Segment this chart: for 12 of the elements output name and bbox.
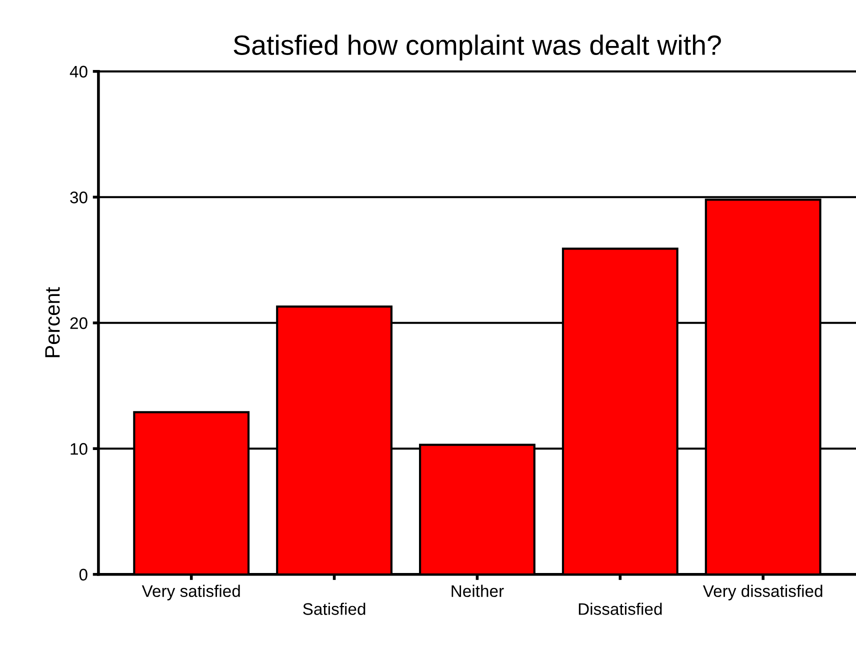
y-tick-label: 0 (79, 568, 88, 581)
y-tick-label: 10 (70, 443, 88, 455)
y-tick-label: 20 (70, 317, 88, 330)
chart-title: Satisfied how complaint was dealt with? (234, 34, 721, 60)
x-tick-label: Satisfied (303, 602, 366, 615)
x-tick-label: Very satisfied (142, 584, 240, 600)
x-tick-label: Neither (452, 584, 504, 598)
y-tick-label: 30 (70, 192, 88, 204)
y-axis-title: Percent (45, 287, 60, 358)
y-tick-label: 40 (70, 66, 88, 78)
x-tick-label: Dissatisfied (578, 602, 662, 615)
x-tick-label: Very dissatisfied (702, 584, 822, 600)
